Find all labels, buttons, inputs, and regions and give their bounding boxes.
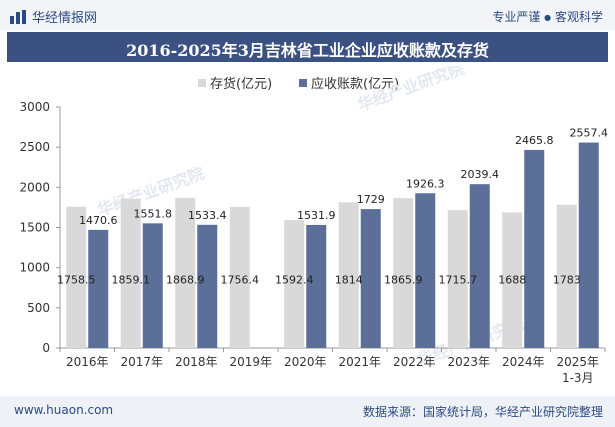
chart: 存货(亿元)应收账款(亿元) 华经产业研究院华经产业研究院华经产业研究院 050… xyxy=(19,66,608,385)
bar-inventory xyxy=(393,198,414,348)
data-label-inventory: 1868.9 xyxy=(166,274,205,287)
data-label-receivables: 2557.4 xyxy=(570,127,609,140)
bars xyxy=(66,142,599,348)
bar-inventory xyxy=(66,206,87,348)
y-tick-label: 2000 xyxy=(19,180,50,194)
data-label-inventory: 1758.5 xyxy=(57,274,96,287)
tagline-separator: ● xyxy=(544,13,552,22)
data-label-receivables: 2039.4 xyxy=(461,168,500,181)
data-label-inventory: 1814 xyxy=(335,274,363,287)
data-label-receivables: 1729 xyxy=(357,193,385,206)
bar-inventory xyxy=(338,202,359,348)
data-label-inventory: 1592.4 xyxy=(275,274,314,287)
tagline: 专业严谨 ● 客观科学 xyxy=(492,8,603,25)
x-tick-label: 2022年 xyxy=(393,355,436,369)
x-tick-label: 2018年 xyxy=(175,355,218,369)
data-label-receivables: 1531.9 xyxy=(297,209,336,222)
data-label-inventory: 1783 xyxy=(553,274,581,287)
chart-title: 2016-2025年3月吉林省工业企业应收账款及存货 xyxy=(126,41,489,60)
tagline-right: 客观科学 xyxy=(554,10,603,24)
bar-receivables xyxy=(415,193,436,348)
bar-receivables xyxy=(306,224,327,348)
data-labels: 1758.5 1470.6 1859.1 1551.8 1868.9 1533.4 1756… xyxy=(57,127,608,287)
title-bar: 2016-2025年3月吉林省工业企业应收账款及存货 xyxy=(7,32,608,62)
data-label-receivables: 1551.8 xyxy=(134,207,173,220)
data-source: 数据来源：国家统计局，华经产业研究院整理 xyxy=(362,405,603,419)
legend-swatch xyxy=(299,79,307,87)
legend: 存货(亿元) 应收账款(亿元) xyxy=(198,76,399,92)
bar-receivables xyxy=(360,209,381,348)
y-tick-label: 1000 xyxy=(19,261,50,275)
x-tick-label: 2021年 xyxy=(338,355,381,369)
x-tick-label: 2016年 xyxy=(66,355,109,369)
logo-text: 华经情报网 xyxy=(32,11,98,26)
data-label-receivables: 2465.8 xyxy=(515,134,554,147)
legend-label: 存货(亿元) xyxy=(210,76,272,92)
bar-receivables xyxy=(578,142,599,348)
x-tick-label: 2023年 xyxy=(447,355,490,369)
bar-inventory xyxy=(284,220,305,348)
top-bar: 华经情报网 专业严谨 ● 客观科学 xyxy=(0,0,615,30)
footer: www.huaon.com 数据来源：国家统计局，华经产业研究院整理 xyxy=(0,396,615,427)
bar-receivables xyxy=(469,184,490,348)
tagline-left: 专业严谨 xyxy=(492,10,541,24)
x-tick-label: 1-3月 xyxy=(562,371,594,385)
data-label-inventory: 1859.1 xyxy=(112,274,151,287)
data-label-receivables: 1533.4 xyxy=(188,209,227,222)
logo-bars-icon xyxy=(10,10,26,24)
y-tick-label: 2500 xyxy=(19,140,50,154)
watermark-text: 华经产业研究院 xyxy=(355,66,467,115)
bar-receivables xyxy=(88,229,109,348)
x-tick-label: 2025年 xyxy=(556,355,599,369)
data-label-inventory: 1756.4 xyxy=(221,274,260,287)
bar-inventory xyxy=(229,206,250,348)
x-tick-label: 2020年 xyxy=(284,355,327,369)
data-label-inventory: 1688 xyxy=(498,274,526,287)
data-label-receivables: 1926.3 xyxy=(406,177,445,190)
data-label-inventory: 1865.9 xyxy=(384,274,423,287)
y-tick-label: 3000 xyxy=(19,100,50,114)
bar-receivables xyxy=(197,224,218,348)
bar-inventory xyxy=(120,198,141,348)
y-tick-label: 0 xyxy=(42,341,50,355)
website-link[interactable]: www.huaon.com xyxy=(14,403,114,417)
bar-inventory xyxy=(502,212,523,348)
bar-inventory xyxy=(175,197,196,348)
x-tick-label: 2019年 xyxy=(229,355,272,369)
y-tick-label: 500 xyxy=(27,301,50,315)
bar-inventory xyxy=(556,204,577,348)
bar-inventory xyxy=(447,210,468,348)
x-tick-label: 2017年 xyxy=(120,355,163,369)
bar-receivables xyxy=(142,223,163,348)
data-label-inventory: 1715.7 xyxy=(439,274,478,287)
y-tick-label: 1500 xyxy=(19,221,50,235)
legend-label: 应收账款(亿元) xyxy=(311,76,399,92)
bar-receivables xyxy=(524,149,545,348)
brand-logo: 华经情报网 xyxy=(10,7,97,26)
data-label-receivables: 1470.6 xyxy=(79,214,118,227)
legend-swatch xyxy=(198,79,206,87)
x-tick-label: 2024年 xyxy=(502,355,545,369)
